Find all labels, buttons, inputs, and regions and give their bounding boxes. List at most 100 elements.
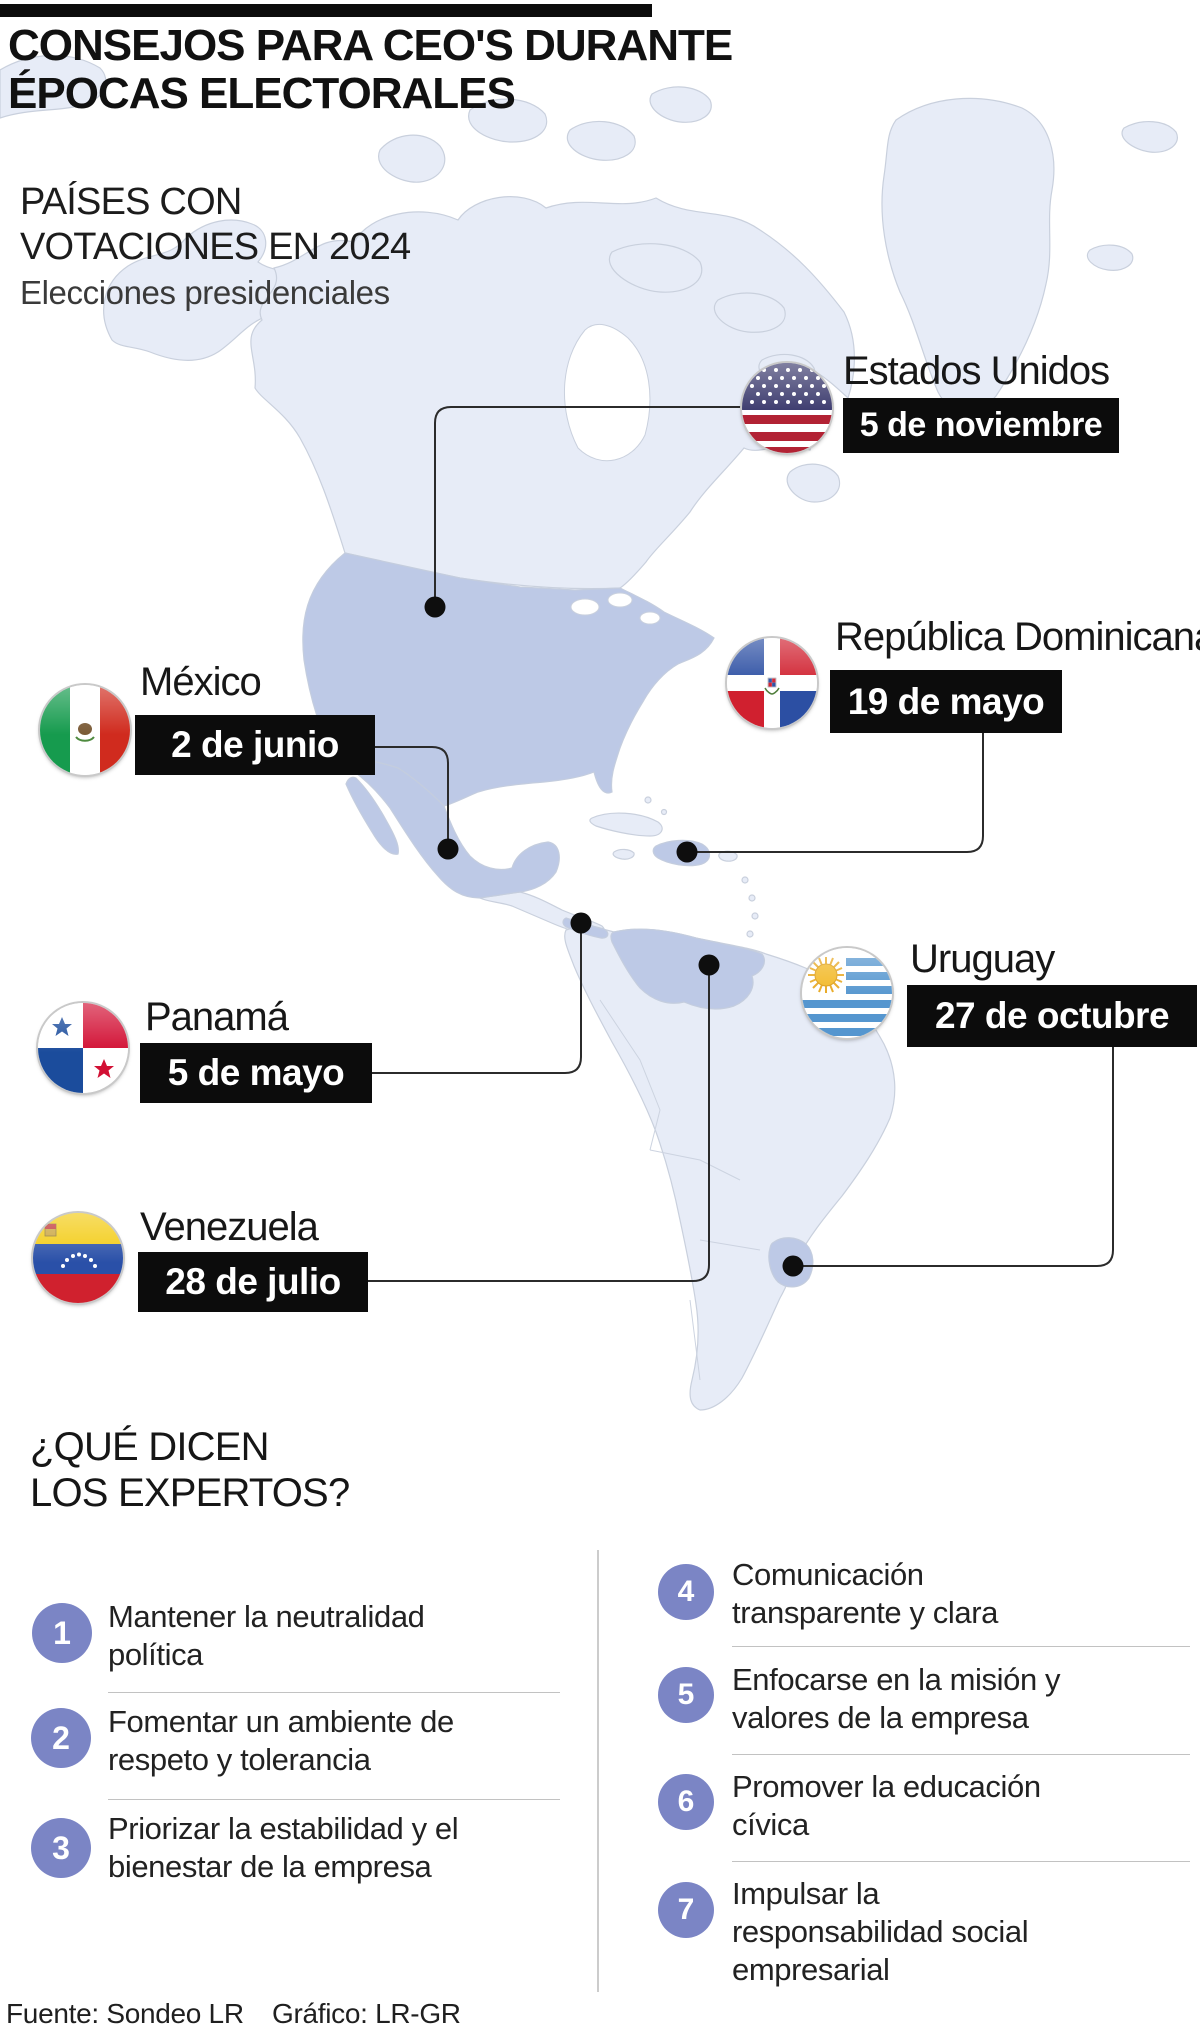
map-country-mexico-baja	[345, 776, 399, 855]
map-dot-venezuela	[698, 954, 720, 976]
title-accent-bar	[0, 4, 652, 17]
subtitle-line1: PAÍSES CON	[20, 181, 242, 223]
divider	[108, 1692, 560, 1693]
date-box-mexico: 2 de junio	[135, 715, 375, 775]
advice-6-line1: Promover la educación	[732, 1769, 1041, 1804]
mexico-flag-icon	[40, 685, 130, 775]
subtitle-line2: VOTACIONES EN 2024	[20, 226, 411, 268]
advice-text-1: Mantener la neutralidad política	[108, 1598, 425, 1674]
map-border-lines	[649, 1149, 741, 1181]
column-divider	[597, 1550, 599, 1992]
country-label-usa: Estados Unidos	[843, 349, 1110, 393]
uruguay-flag-icon	[802, 948, 892, 1038]
map-border-lines	[599, 999, 661, 1151]
advice-number-6: 6	[658, 1774, 714, 1830]
map-country-venezuela	[610, 928, 765, 1010]
advice-number-5: 5	[658, 1667, 714, 1723]
advice-text-5: Enfocarse en la misión y valores de la e…	[732, 1661, 1061, 1737]
map-land-jamaica	[612, 848, 635, 860]
advice-text-3: Priorizar la estabilidad y el bienestar …	[108, 1810, 459, 1886]
advice-1-line1: Mantener la neutralidad	[108, 1599, 425, 1634]
page-title-line2: ÉPOCAS ELECTORALES	[8, 69, 516, 118]
map-land-antilles	[748, 894, 756, 902]
map-hudson-bay	[564, 323, 651, 462]
date-box-panama: 5 de mayo	[140, 1043, 372, 1103]
source-credit: Fuente: Sondeo LR	[6, 1998, 244, 2029]
subtitle-caption: Elecciones presidenciales	[20, 274, 390, 311]
divider	[732, 1754, 1190, 1755]
advice-2-line1: Fomentar un ambiente de	[108, 1704, 454, 1739]
country-label-panama: Panamá	[145, 995, 289, 1039]
advice-number-7: 7	[658, 1882, 714, 1938]
map-land-arctic-island	[713, 292, 786, 333]
map-land-arctic-island	[468, 98, 548, 143]
advice-number-4: 4	[658, 1564, 714, 1620]
map-land-island	[1086, 244, 1134, 271]
advice-3-line2: bienestar de la empresa	[108, 1849, 432, 1884]
advice-5-line1: Enfocarse en la misión y	[732, 1662, 1061, 1697]
map-dot-dominican	[676, 841, 698, 863]
date-box-uruguay: 27 de octubre	[907, 985, 1197, 1047]
advice-text-4: Comunicación transparente y clara	[732, 1556, 998, 1632]
divider	[732, 1646, 1190, 1647]
connector-venezuela	[368, 974, 710, 1282]
country-label-uruguay: Uruguay	[910, 937, 1055, 981]
experts-heading-line2: LOS EXPERTOS?	[30, 1471, 350, 1515]
panama-flag-icon	[38, 1003, 128, 1093]
connector-mexico	[375, 746, 449, 840]
map-land-antilles	[751, 912, 759, 920]
map-dot-usa	[424, 596, 446, 618]
date-box-usa: 5 de noviembre	[843, 398, 1119, 453]
date-box-dominican: 19 de mayo	[830, 670, 1062, 733]
advice-4-line1: Comunicación	[732, 1557, 924, 1592]
map-border-lines	[689, 1299, 701, 1381]
advice-number-3: 3	[31, 1818, 91, 1878]
country-label-venezuela: Venezuela	[140, 1205, 319, 1249]
map-land-canada	[250, 196, 855, 590]
advice-5-line2: valores de la empresa	[732, 1700, 1029, 1735]
map-land-antilles	[746, 930, 754, 938]
connector-panama	[372, 932, 582, 1074]
experts-heading-line1: ¿QUÉ DICEN	[30, 1425, 269, 1469]
dominican-republic-flag-icon	[727, 638, 817, 728]
map-land-antilles	[660, 808, 668, 816]
date-box-venezuela: 28 de julio	[138, 1252, 368, 1312]
advice-4-line2: transparente y clara	[732, 1595, 998, 1630]
map-land-antilles	[644, 796, 652, 804]
map-land-arctic-island	[566, 120, 636, 161]
map-land-cuba	[589, 812, 663, 837]
divider	[108, 1799, 560, 1800]
map-dot-panama	[570, 912, 592, 934]
map-dot-uruguay	[782, 1255, 804, 1277]
page-title: CONSEJOS PARA CEO'S DURANTE ÉPOCAS ELECT…	[8, 22, 733, 118]
map-land-arctic-island	[378, 134, 446, 183]
map-land-arctic-island	[649, 86, 712, 123]
advice-7-line2: responsabilidad social	[732, 1914, 1029, 1949]
experts-heading: ¿QUÉ DICEN LOS EXPERTOS?	[30, 1424, 350, 1516]
advice-1-line2: política	[108, 1637, 204, 1672]
venezuela-flag-icon	[33, 1213, 123, 1303]
map-country-mexico	[332, 755, 560, 899]
advice-text-2: Fomentar un ambiente de respeto y tolera…	[108, 1703, 454, 1779]
divider	[732, 1861, 1190, 1862]
advice-6-line2: cívica	[732, 1807, 809, 1842]
country-label-mexico: México	[140, 660, 262, 704]
map-dot-mexico	[437, 838, 459, 860]
advice-7-line3: empresarial	[732, 1952, 890, 1987]
map-land-arctic-island	[609, 243, 703, 293]
advice-text-7: Impulsar la responsabilidad social empre…	[732, 1875, 1029, 1989]
connector-uruguay	[801, 1047, 1114, 1267]
advice-text-6: Promover la educación cívica	[732, 1768, 1041, 1844]
map-land-newfoundland	[786, 463, 841, 503]
graphic-credit: Gráfico: LR-GR	[272, 1998, 461, 2029]
connector-dominican	[696, 733, 984, 853]
advice-number-2: 2	[31, 1708, 91, 1768]
advice-7-line1: Impulsar la	[732, 1876, 880, 1911]
map-land-antilles	[741, 876, 749, 884]
map-land-island	[1121, 121, 1178, 153]
map-great-lakes	[570, 598, 600, 616]
map-land-greenland	[881, 97, 1055, 413]
advice-number-1: 1	[32, 1603, 92, 1663]
